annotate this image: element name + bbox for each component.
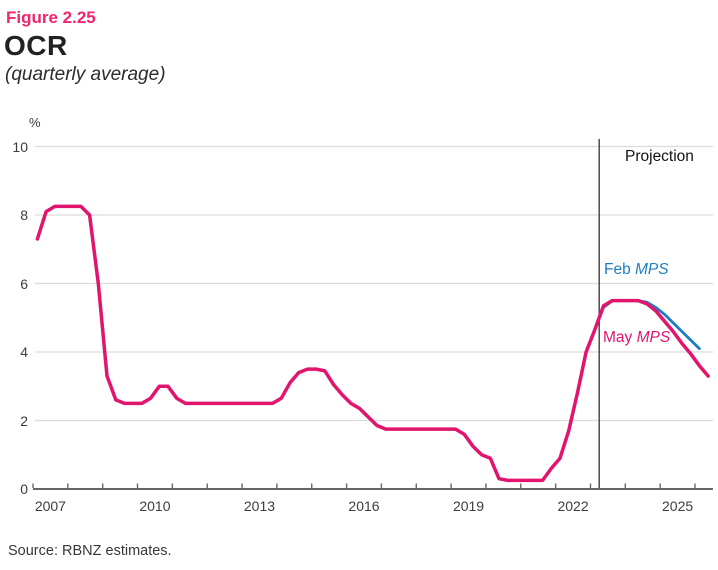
- gridlines: [35, 145, 713, 422]
- y-axis-unit-label: %: [29, 115, 41, 130]
- x-tick-label-2010: 2010: [139, 498, 171, 514]
- y-tick-label-8: 8: [20, 207, 28, 223]
- y-tick-label-4: 4: [20, 344, 28, 360]
- projection-annotation: Projection: [625, 148, 694, 165]
- page-subtitle: (quarterly average): [5, 64, 166, 85]
- feb-mps-label-prefix: Feb: [604, 261, 636, 278]
- may-mps-label-mps: MPS: [636, 329, 671, 346]
- x-tick-label-2019: 2019: [452, 498, 485, 514]
- may-mps-label-prefix: May: [603, 329, 637, 346]
- x-tick-label-2007: 2007: [34, 498, 66, 514]
- x-tick-label-2025: 2025: [662, 498, 694, 514]
- x-axis: [32, 483, 713, 490]
- figure-number: Figure 2.25: [6, 8, 96, 27]
- y-tick-label-6: 6: [20, 275, 28, 292]
- x-tick-label-2016: 2016: [348, 498, 380, 514]
- may-mps-series-label: May MPS: [603, 329, 670, 347]
- source-note: Source: RBNZ estimates.: [8, 543, 172, 559]
- feb-mps-label-mps: MPS: [635, 261, 669, 278]
- series-lines: [35, 204, 710, 483]
- feb-mps-series-label: Feb MPS: [604, 261, 669, 279]
- y-tick-label-10: 10: [12, 138, 28, 155]
- x-tick-label-2013: 2013: [243, 498, 276, 514]
- page-title: OCR: [4, 30, 68, 61]
- x-tick-label-2022: 2022: [557, 498, 589, 514]
- y-tick-label-2: 2: [20, 412, 28, 429]
- series-line-may-mps: [35, 204, 710, 483]
- y-tick-label-0: 0: [20, 481, 28, 497]
